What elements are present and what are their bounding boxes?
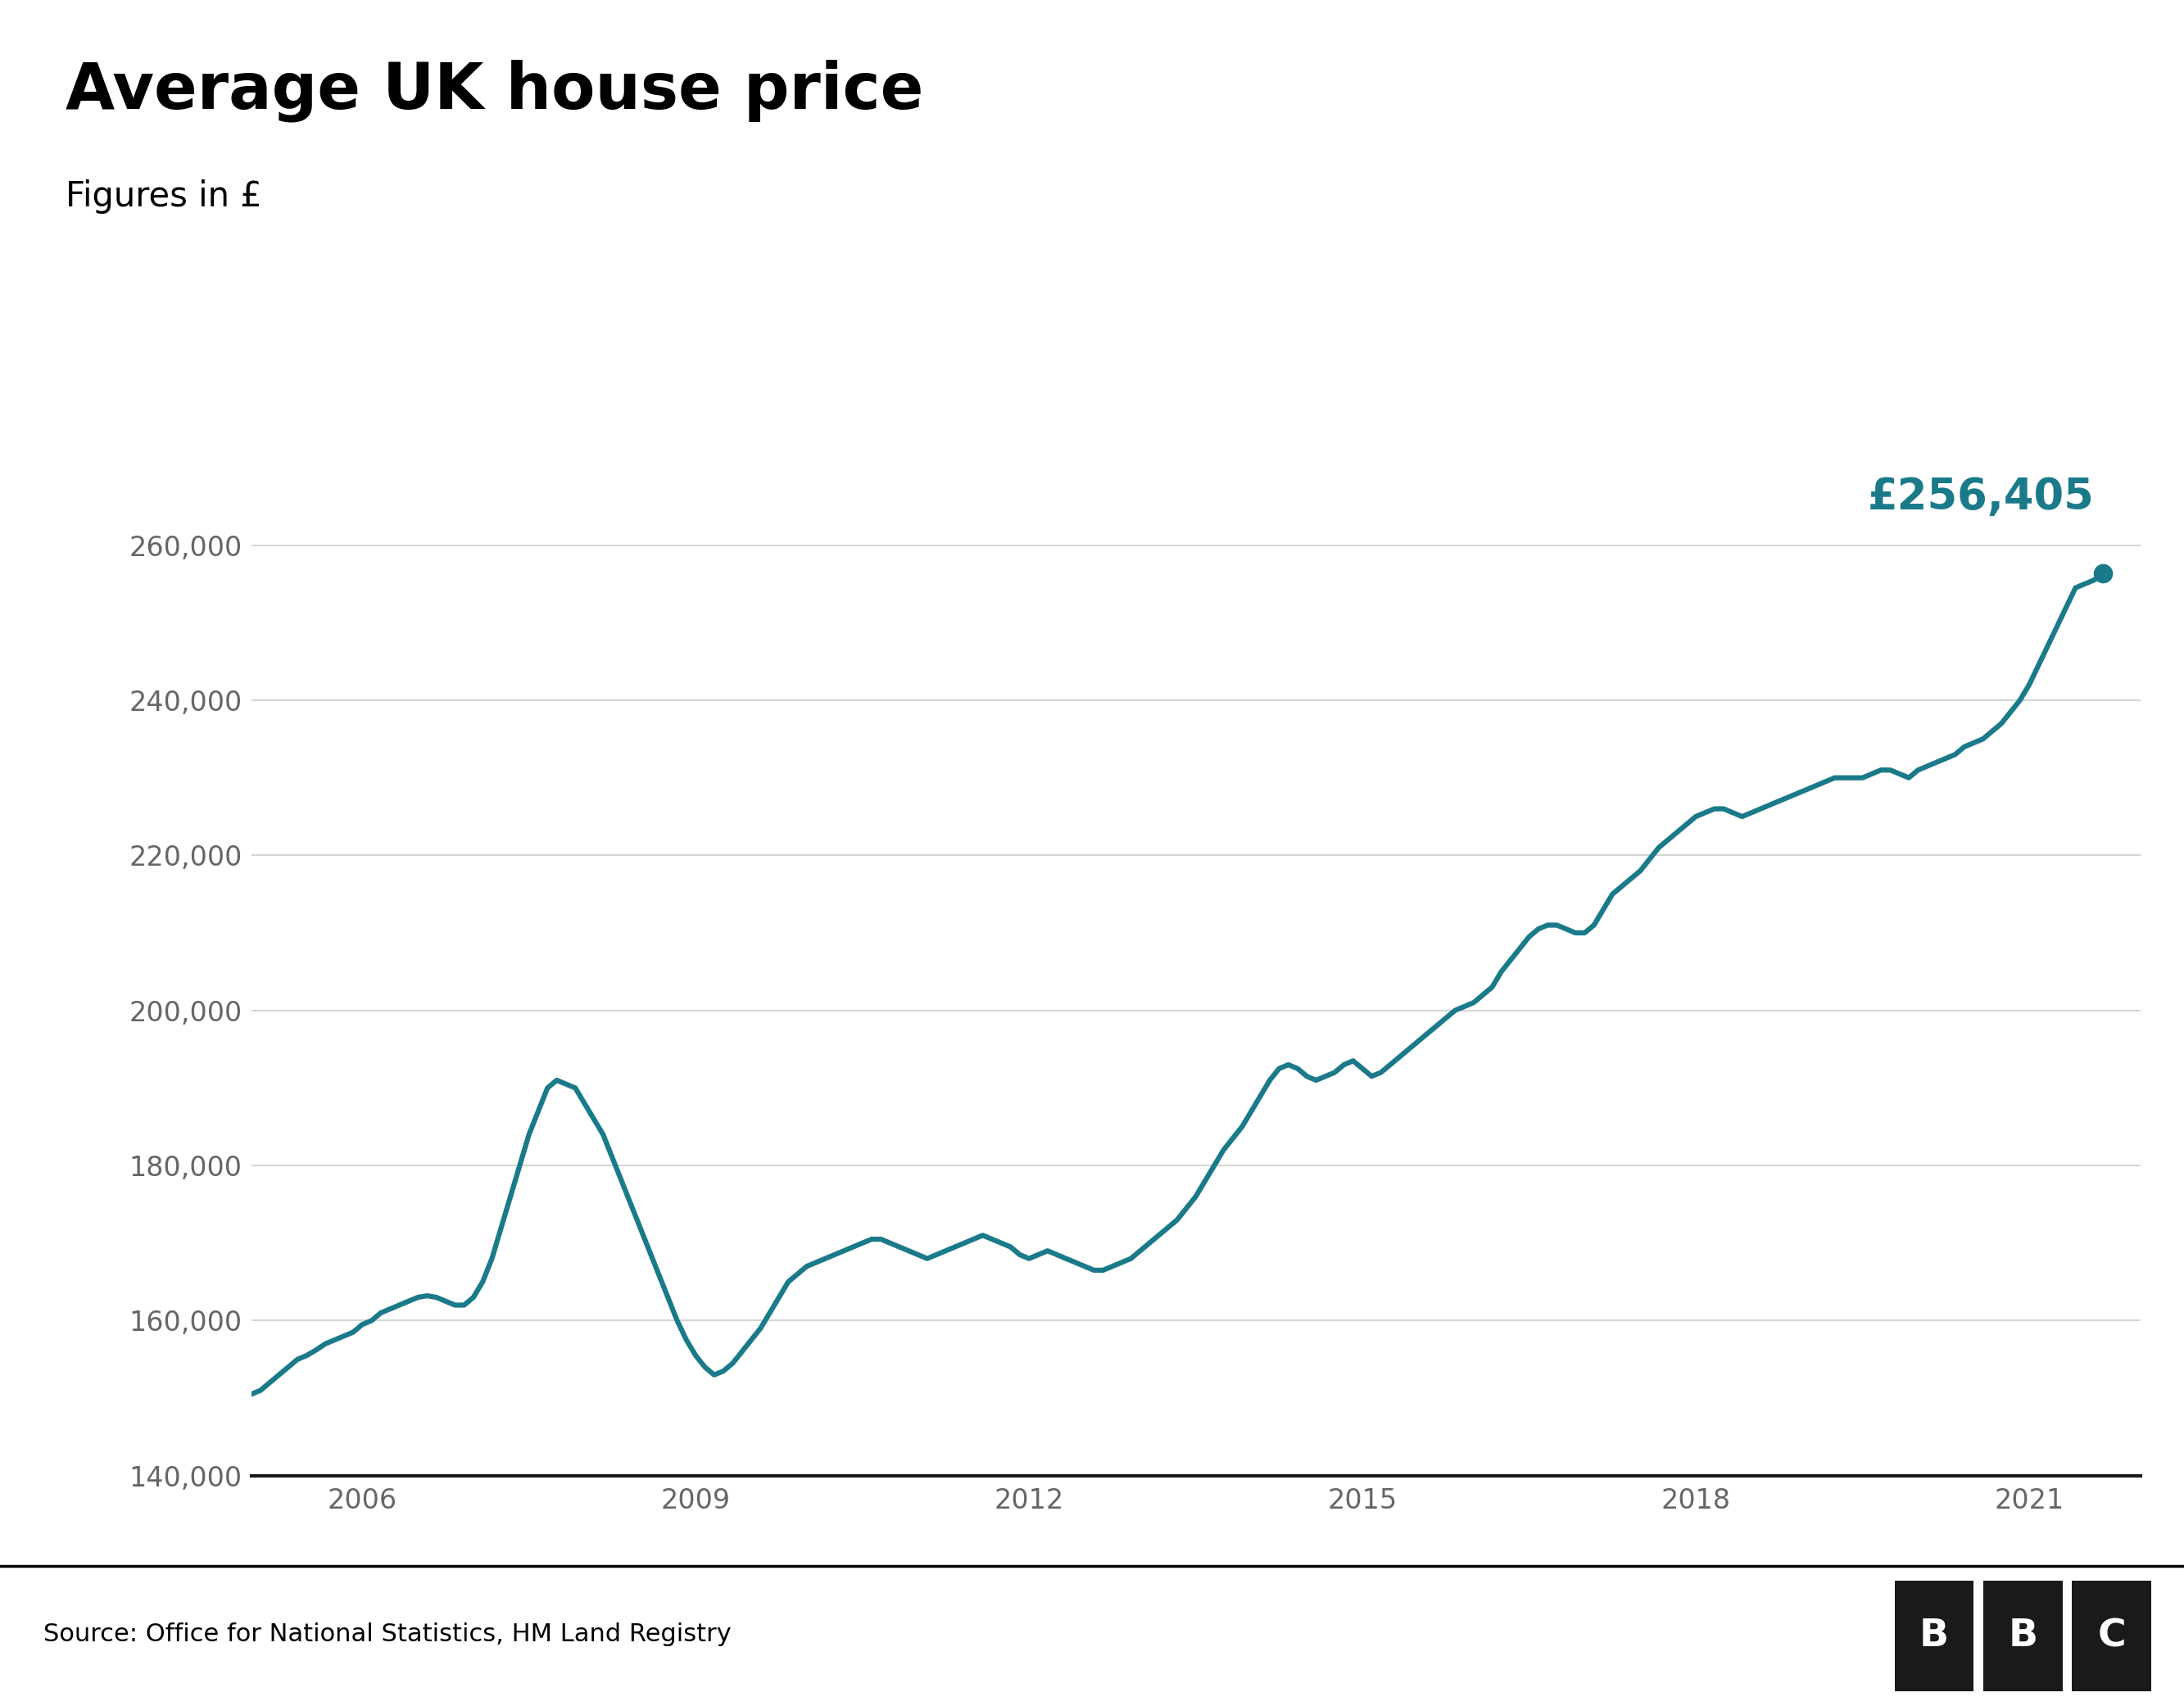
Text: Average UK house price: Average UK house price	[66, 60, 924, 123]
Text: Source: Office for National Statistics, HM Land Registry: Source: Office for National Statistics, …	[44, 1622, 732, 1646]
FancyBboxPatch shape	[2073, 1581, 2151, 1691]
Text: Figures in £: Figures in £	[66, 179, 262, 213]
Text: B: B	[2007, 1617, 2038, 1655]
Text: C: C	[2097, 1617, 2125, 1655]
Text: £256,405: £256,405	[1867, 476, 2094, 519]
Text: B: B	[1920, 1617, 1948, 1655]
FancyBboxPatch shape	[1896, 1581, 1974, 1691]
FancyBboxPatch shape	[1983, 1581, 2062, 1691]
